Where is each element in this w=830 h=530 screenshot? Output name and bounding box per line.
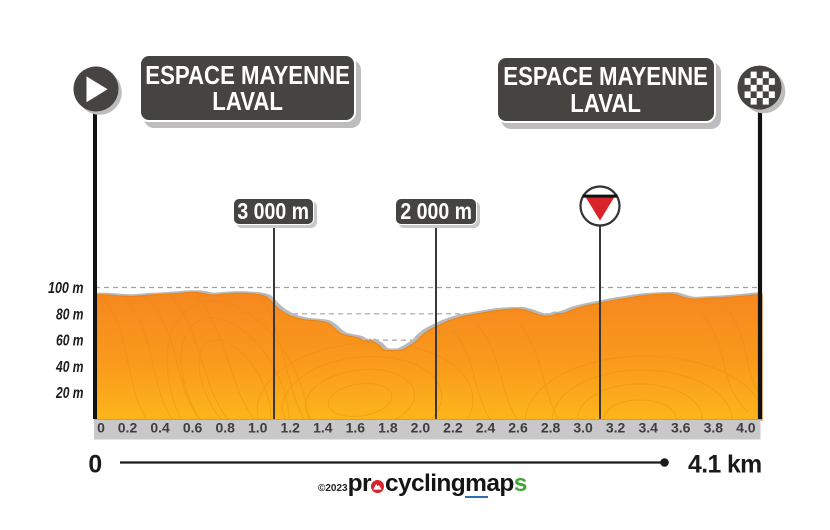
svg-text:4.0: 4.0 — [736, 420, 756, 436]
svg-text:3.0: 3.0 — [573, 420, 593, 436]
svg-text:4.1 km: 4.1 km — [688, 452, 762, 479]
svg-text:100 m: 100 m — [48, 280, 84, 297]
svg-text:3.6: 3.6 — [671, 420, 691, 436]
svg-text:60 m: 60 m — [56, 333, 84, 350]
svg-text:0.4: 0.4 — [150, 420, 170, 436]
svg-text:0: 0 — [88, 452, 101, 479]
svg-text:1.8: 1.8 — [378, 420, 398, 436]
svg-text:40 m: 40 m — [55, 359, 83, 376]
svg-text:0.6: 0.6 — [183, 420, 203, 436]
svg-text:0: 0 — [97, 420, 105, 436]
svg-text:3.2: 3.2 — [606, 420, 626, 436]
svg-text:20 m: 20 m — [55, 385, 83, 402]
svg-text:80 m: 80 m — [56, 306, 84, 323]
svg-text:3.4: 3.4 — [638, 420, 658, 436]
svg-text:2.4: 2.4 — [476, 420, 496, 436]
svg-text:1.0: 1.0 — [248, 420, 268, 436]
svg-text:1.6: 1.6 — [346, 420, 366, 436]
svg-text:0.8: 0.8 — [215, 420, 235, 436]
svg-text:2.0: 2.0 — [411, 420, 431, 436]
svg-text:2.8: 2.8 — [541, 420, 561, 436]
svg-text:1.4: 1.4 — [313, 420, 333, 436]
svg-text:1.2: 1.2 — [280, 420, 300, 436]
svg-text:2.6: 2.6 — [508, 420, 528, 436]
svg-text:2.2: 2.2 — [443, 420, 463, 436]
svg-text:0.2: 0.2 — [118, 420, 138, 436]
svg-text:3.8: 3.8 — [704, 420, 724, 436]
